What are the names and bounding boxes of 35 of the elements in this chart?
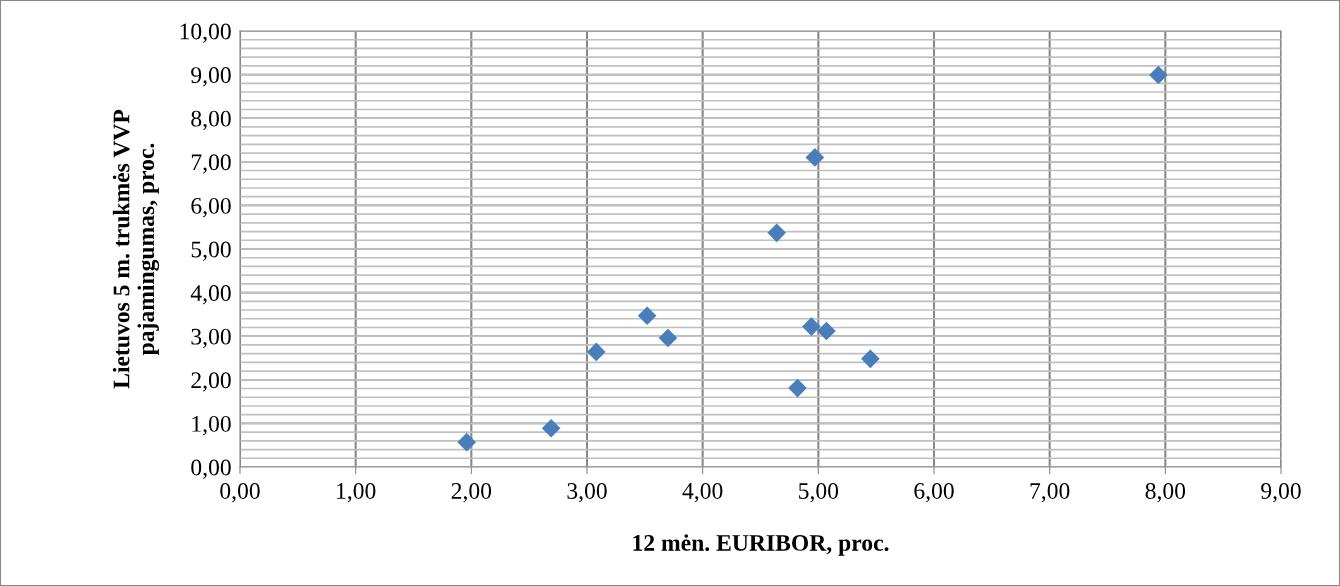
x-tick-label: 3,00: [567, 482, 607, 503]
y-axis-title: Lietuvos 5 m. trukmės VVP pajamingumas, proc.: [112, 109, 160, 389]
y-tick-label: 5,00: [191, 241, 231, 261]
point: [767, 223, 787, 243]
x-tick-label: 6,00: [914, 482, 954, 503]
y-tick-label: 4,00: [190, 285, 231, 305]
point: [658, 328, 678, 348]
y-tick-label: 10,00: [180, 23, 231, 43]
point: [541, 418, 561, 438]
point: [586, 342, 606, 362]
x-tick-label: 0,00: [220, 482, 260, 503]
x-tick-label: 1,00: [337, 482, 376, 503]
y-tick-label: 8,00: [191, 110, 231, 131]
y-tick-label: 7,00: [191, 154, 231, 174]
point: [1149, 65, 1168, 85]
point: [817, 321, 836, 341]
x-tick-label: 9,00: [1261, 482, 1301, 503]
point: [802, 317, 821, 336]
point: [805, 148, 825, 167]
point: [861, 349, 880, 369]
x-tick-label: 5,00: [799, 482, 839, 503]
y-tick-label: 6,00: [191, 197, 231, 218]
x-tick-label: 4,00: [682, 482, 723, 503]
y-tick-label: 9,00: [191, 67, 231, 87]
y-tick-label: 3,00: [191, 328, 231, 349]
x-tick-label: 2,00: [451, 482, 492, 503]
point: [457, 432, 477, 452]
point: [788, 378, 807, 398]
x-tick-label: 8,00: [1145, 482, 1186, 503]
x-tick-label: 7,00: [1030, 482, 1070, 503]
y-tick-label: 0,00: [191, 459, 231, 479]
y-tick-label: 2,00: [191, 372, 231, 392]
x-axis-title: 12 mėn. EURIBOR, proc.: [633, 534, 889, 556]
point: [637, 306, 657, 326]
y-tick-label: 1,00: [192, 415, 231, 436]
